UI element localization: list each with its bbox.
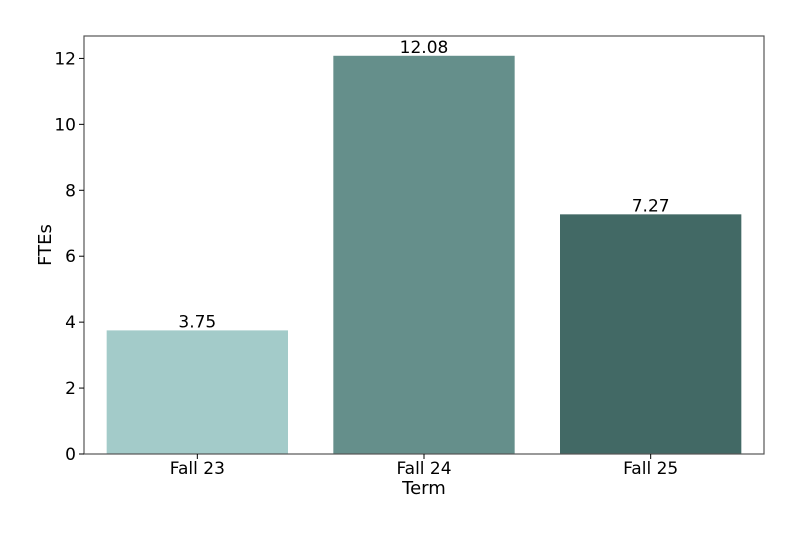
x-axis: Fall 23 Fall 24 Fall 25 [170,454,678,479]
x-tick-label: Fall 25 [623,459,678,479]
y-axis: 0 2 4 6 8 10 12 [54,49,84,465]
bar-fall-25 [560,214,742,454]
bar-fall-24 [333,55,515,454]
bar-fall-23 [106,330,288,454]
y-tick-label: 4 [65,313,76,333]
bar-labels-group: 3.75 12.08 7.27 [178,38,669,333]
y-axis-title: FTEs [35,224,56,266]
y-tick-label: 6 [65,247,76,267]
bar-value-label: 3.75 [178,312,216,332]
y-tick-label: 0 [65,445,76,465]
bar-value-label: 12.08 [400,38,449,58]
bars-group [106,55,742,454]
y-tick-label: 2 [65,379,76,399]
x-axis-title: Term [401,478,446,499]
y-tick-label: 10 [54,115,76,135]
bar-value-label: 7.27 [632,196,670,216]
y-tick-label: 8 [65,181,76,201]
y-tick-label: 12 [54,49,76,69]
x-tick-label: Fall 24 [396,459,451,479]
x-tick-label: Fall 23 [170,459,225,479]
